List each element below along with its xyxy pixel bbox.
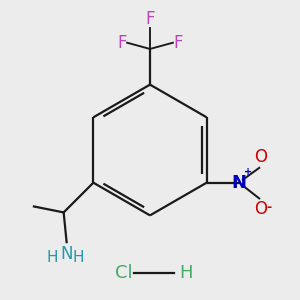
Text: N: N [60,245,73,263]
Text: +: + [244,167,253,177]
Text: H: H [180,264,193,282]
Text: -: - [266,201,271,214]
Text: H: H [47,250,58,265]
Text: H: H [73,250,84,265]
Text: O: O [254,148,267,166]
Text: N: N [232,174,247,192]
Text: F: F [173,34,182,52]
Text: O: O [254,200,267,218]
Text: Cl: Cl [115,264,132,282]
Text: F: F [145,10,155,28]
Text: F: F [118,34,127,52]
